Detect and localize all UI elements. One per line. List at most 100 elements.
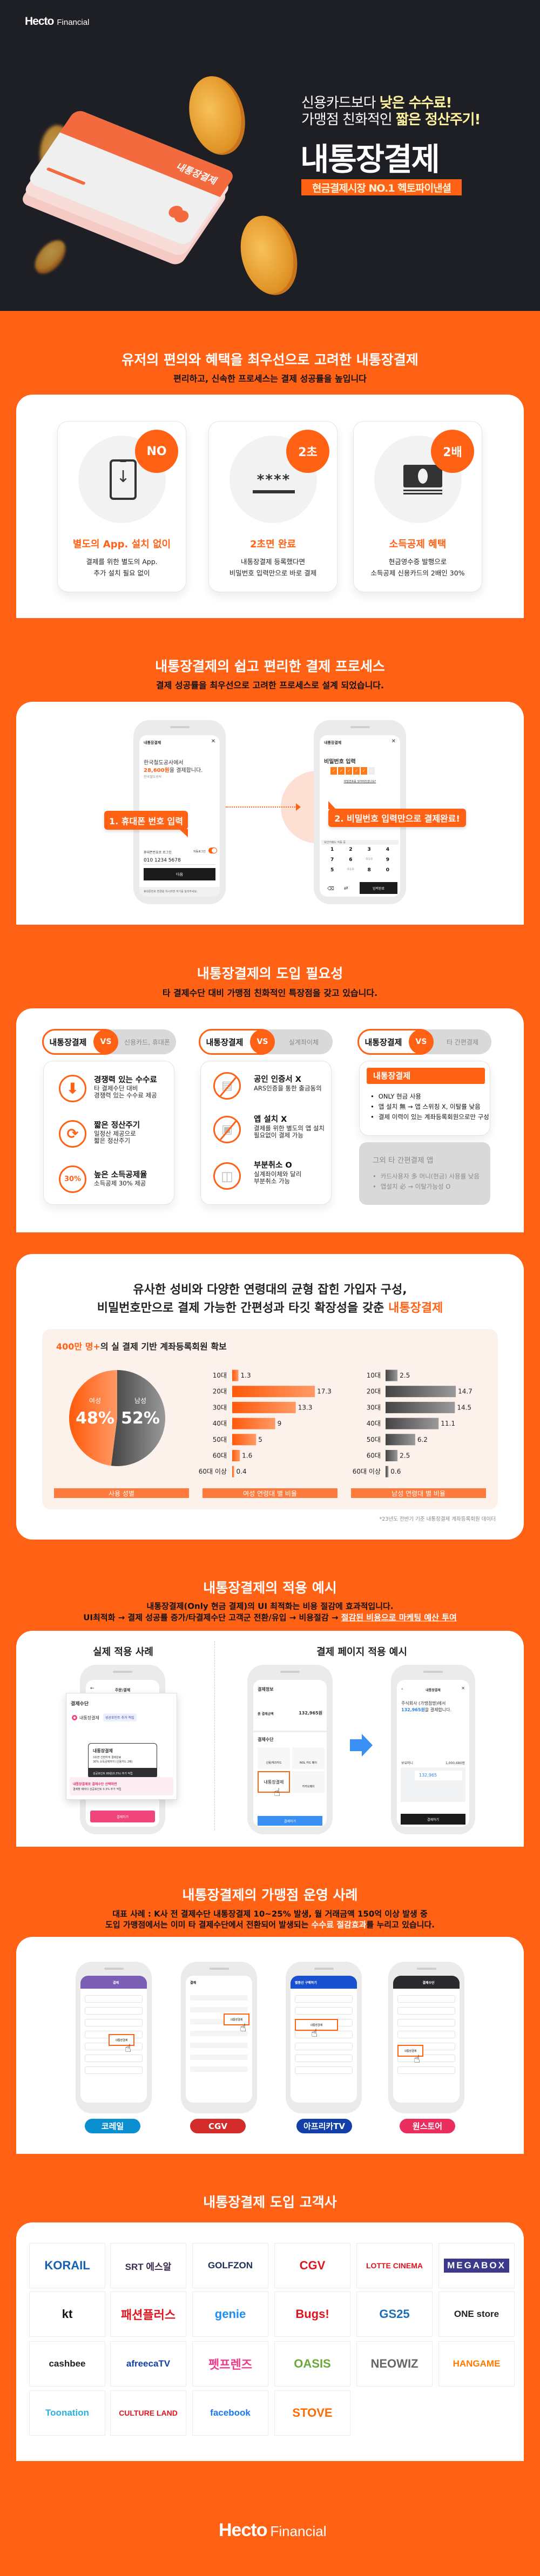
- auto-login-toggle[interactable]: [208, 848, 217, 853]
- keypad-key[interactable]: 010: [347, 867, 354, 871]
- bar-category-label: 60대 이상: [199, 1468, 227, 1475]
- list-row[interactable]: [85, 1995, 143, 2003]
- list-row[interactable]: [295, 2066, 353, 2074]
- item-desc: 실계좌이체와 달리: [254, 1170, 302, 1178]
- ours-label: 내통장결제: [364, 1037, 402, 1047]
- secure-keypad-label: 보안키패드 작동 중: [321, 840, 399, 845]
- my-account-highlight[interactable]: 내통장결제: [397, 2045, 423, 2057]
- close-icon[interactable]: ✕: [211, 738, 215, 744]
- bullet: 앱 설치 無 → 앱 스위칭 X, 이탈률 낮음: [370, 1102, 481, 1111]
- client-logo-text: MEGABOX: [444, 2259, 509, 2273]
- list-row[interactable]: [190, 2066, 248, 2072]
- footer-logo[interactable]: Hecto Financial: [219, 2520, 327, 2541]
- method-card[interactable]: 신용/체크카드: [258, 1747, 290, 1769]
- list-row[interactable]: [295, 2043, 353, 2050]
- keypad-key[interactable]: 9: [386, 857, 389, 863]
- keypad-key[interactable]: 4: [386, 847, 389, 852]
- bar-category-label: 30대: [213, 1404, 227, 1411]
- done-button[interactable]: 입력완료: [360, 882, 397, 894]
- footnote: *23년도 전반기 기준 내통장결제 계좌등록회원 데이터: [379, 1516, 496, 1522]
- list-row[interactable]: [85, 2066, 143, 2074]
- keypad-key[interactable]: 1: [330, 847, 334, 852]
- hecto-financial-logo[interactable]: Hecto Financial: [25, 15, 89, 28]
- method-kakaopay[interactable]: 카카오페이: [292, 1771, 325, 1793]
- pin-boxes[interactable]: ✓ ✓ ✓ ✓ ✓ ✓: [330, 767, 375, 775]
- list-row[interactable]: [85, 2055, 143, 2062]
- use-money-input[interactable]: 132,965: [415, 1771, 462, 1780]
- keypad-key[interactable]: 0: [386, 867, 389, 873]
- method-my-account[interactable]: 내통장결제: [258, 1771, 290, 1793]
- client-logo: KORAIL: [29, 2243, 105, 2288]
- pin-box-empty: ✓: [368, 767, 375, 775]
- pin-box-filled: ✓: [361, 767, 367, 775]
- pin-box-filled: ✓: [346, 767, 352, 775]
- item-desc: 결제를 위한 별도의 앱 설치: [254, 1124, 325, 1132]
- percent-icon: 30%: [59, 1165, 86, 1193]
- keypad-key[interactable]: 8: [367, 867, 371, 873]
- method-nol[interactable]: NOL 카드 페이: [292, 1747, 325, 1769]
- apply-line-2-link[interactable]: 절감된 비용으로 마케팅 예산 투여: [341, 1612, 457, 1623]
- item-desc: 짧은 정산주기: [94, 1137, 131, 1144]
- female-bars-caption: 여성 연령대 별 비율: [202, 1488, 338, 1498]
- radio-selected[interactable]: [72, 1715, 77, 1720]
- merchant-screen-header: 결제수단: [393, 1976, 460, 1989]
- client-logo: CGV: [274, 2243, 350, 2288]
- keypad-key[interactable]: 6: [349, 857, 353, 863]
- certificate-prohibited-icon: ▤: [213, 1072, 241, 1100]
- item-desc: 필요없이 결제 가능: [254, 1131, 303, 1139]
- pay-button[interactable]: 결제하기: [401, 1814, 465, 1825]
- keypad[interactable]: 1 2 3 4 7 6 010 9 5 010 8 0: [323, 847, 397, 873]
- keypad-key[interactable]: 7: [330, 857, 334, 863]
- list-row[interactable]: [190, 2019, 248, 2024]
- my-account-highlight[interactable]: 내통장결제: [295, 2019, 338, 2031]
- my-account-highlight[interactable]: 내통장결제: [224, 2014, 249, 2025]
- list-row[interactable]: [190, 1995, 248, 2001]
- keypad-key[interactable]: 5: [330, 867, 334, 873]
- keypad-key[interactable]: 3: [367, 847, 371, 852]
- pay-button[interactable]: 결제하기: [90, 1811, 155, 1822]
- pay-button[interactable]: 결제하기: [258, 1816, 322, 1826]
- back-icon[interactable]: ‹: [401, 1686, 403, 1691]
- bar: [386, 1386, 456, 1398]
- client-logo: Bugs!: [274, 2292, 350, 2337]
- list-row[interactable]: [190, 2043, 248, 2048]
- bar-category-label: 30대: [367, 1404, 381, 1411]
- list-row[interactable]: [295, 2055, 353, 2062]
- merchant-screen-header: 별풍선 구매하기: [291, 1976, 357, 1989]
- list-row[interactable]: [190, 2007, 248, 2012]
- password-mask: ****: [256, 472, 291, 488]
- list-row[interactable]: [190, 2031, 248, 2036]
- keypad-key[interactable]: 010: [366, 857, 373, 861]
- forgot-password-link[interactable]: 비밀번호를 잊어버리셨나요?: [343, 780, 376, 783]
- item-title: 앱 설치 X: [254, 1115, 287, 1124]
- list-row[interactable]: [190, 2055, 248, 2060]
- list-row[interactable]: [85, 2007, 143, 2015]
- list-row[interactable]: [397, 2031, 455, 2038]
- list-row[interactable]: [397, 2019, 455, 2026]
- close-icon[interactable]: ✕: [461, 1686, 465, 1691]
- list-row[interactable]: [295, 2031, 353, 2038]
- list-row[interactable]: [295, 2007, 353, 2015]
- screen-header: 내통장결제: [144, 741, 161, 745]
- item-title: 부분취소 O: [254, 1161, 292, 1170]
- other-label: 타 간편결제: [446, 1038, 478, 1046]
- my-account-highlight[interactable]: 내통장결제: [109, 2034, 134, 2046]
- list-row[interactable]: [85, 2019, 143, 2026]
- benefits-title: 유저의 편의와 혜택을 최우선으로 고려한 내통장결제: [122, 352, 418, 368]
- back-icon[interactable]: ←: [90, 1686, 94, 1691]
- close-icon[interactable]: ✕: [391, 738, 396, 744]
- option-label[interactable]: 내통장결제: [79, 1716, 99, 1720]
- list-row[interactable]: [397, 2007, 455, 2015]
- next-button[interactable]: 다음: [144, 868, 215, 880]
- real-case-title: 실제 적용 사례: [93, 1646, 153, 1658]
- list-row[interactable]: [295, 1995, 353, 2003]
- keypad-key[interactable]: 2: [349, 847, 353, 852]
- list-row[interactable]: [397, 1995, 455, 2003]
- bar: [386, 1370, 398, 1381]
- client-logo-text: LOTTE CINEMA: [366, 2261, 423, 2270]
- shuffle-icon[interactable]: ⇄: [344, 886, 348, 891]
- client-logo: SRT 에스알: [110, 2243, 186, 2288]
- backspace-icon[interactable]: ⌫: [327, 886, 334, 892]
- list-row[interactable]: [397, 2066, 455, 2074]
- phone-number-input[interactable]: 010 1234 5678: [144, 856, 215, 865]
